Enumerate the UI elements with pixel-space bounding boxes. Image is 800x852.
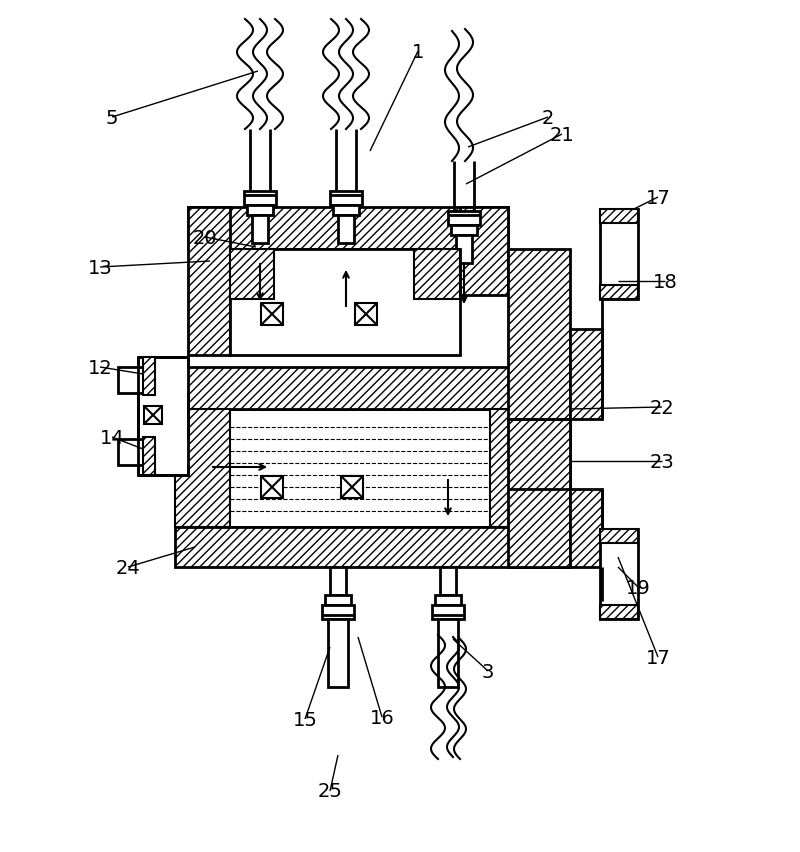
Text: 12: 12 [88,358,112,377]
Text: 19: 19 [626,578,650,596]
Bar [341,476,363,498]
Bar [460,208,508,296]
Bar [432,605,464,619]
Bar [355,303,377,325]
Bar [328,619,348,688]
Bar [261,476,283,498]
Text: 17: 17 [646,188,670,207]
Bar [600,529,638,544]
Text: 14: 14 [100,428,124,447]
Bar [230,250,460,355]
Bar [175,410,570,527]
Bar [435,596,461,605]
Bar [330,567,346,596]
Text: 15: 15 [293,710,318,728]
Bar [118,367,143,394]
Bar [261,303,283,325]
Bar [600,210,638,300]
Bar [230,250,274,300]
Bar [508,250,570,419]
Bar [325,596,351,605]
Text: 5: 5 [106,108,118,127]
Text: 16: 16 [370,708,394,727]
Bar [600,210,638,224]
Text: 20: 20 [193,228,218,247]
Bar [175,367,570,410]
Text: 2: 2 [542,108,554,127]
Bar [490,410,570,527]
Bar [600,605,638,619]
Bar [188,208,230,355]
Bar [448,212,480,226]
Bar [570,489,602,567]
Text: 24: 24 [116,558,140,577]
Bar [244,192,276,206]
Bar [175,410,230,527]
Bar [175,527,570,567]
Bar [322,605,354,619]
Bar [451,226,477,236]
Bar [600,285,638,300]
Bar [456,236,472,263]
Text: 18: 18 [653,272,678,291]
Text: 23: 23 [650,452,674,471]
Bar [118,440,143,465]
Bar [333,206,359,216]
Text: 25: 25 [318,781,342,801]
Text: 17: 17 [646,648,670,667]
Bar [252,216,268,244]
Bar [247,206,273,216]
Bar [438,619,458,688]
Bar [414,250,460,300]
Bar [508,419,570,567]
Bar [138,358,188,475]
Text: 13: 13 [88,258,112,277]
Text: 1: 1 [412,43,424,61]
Bar [144,406,162,424]
Bar [570,330,602,419]
Bar [143,437,155,475]
Text: 3: 3 [482,662,494,681]
Text: 22: 22 [650,398,674,417]
Bar [440,567,456,596]
Bar [143,358,155,395]
Bar [338,216,354,244]
Bar [330,192,362,206]
Text: 21: 21 [550,125,574,144]
Bar [188,208,508,250]
Bar [600,529,638,619]
